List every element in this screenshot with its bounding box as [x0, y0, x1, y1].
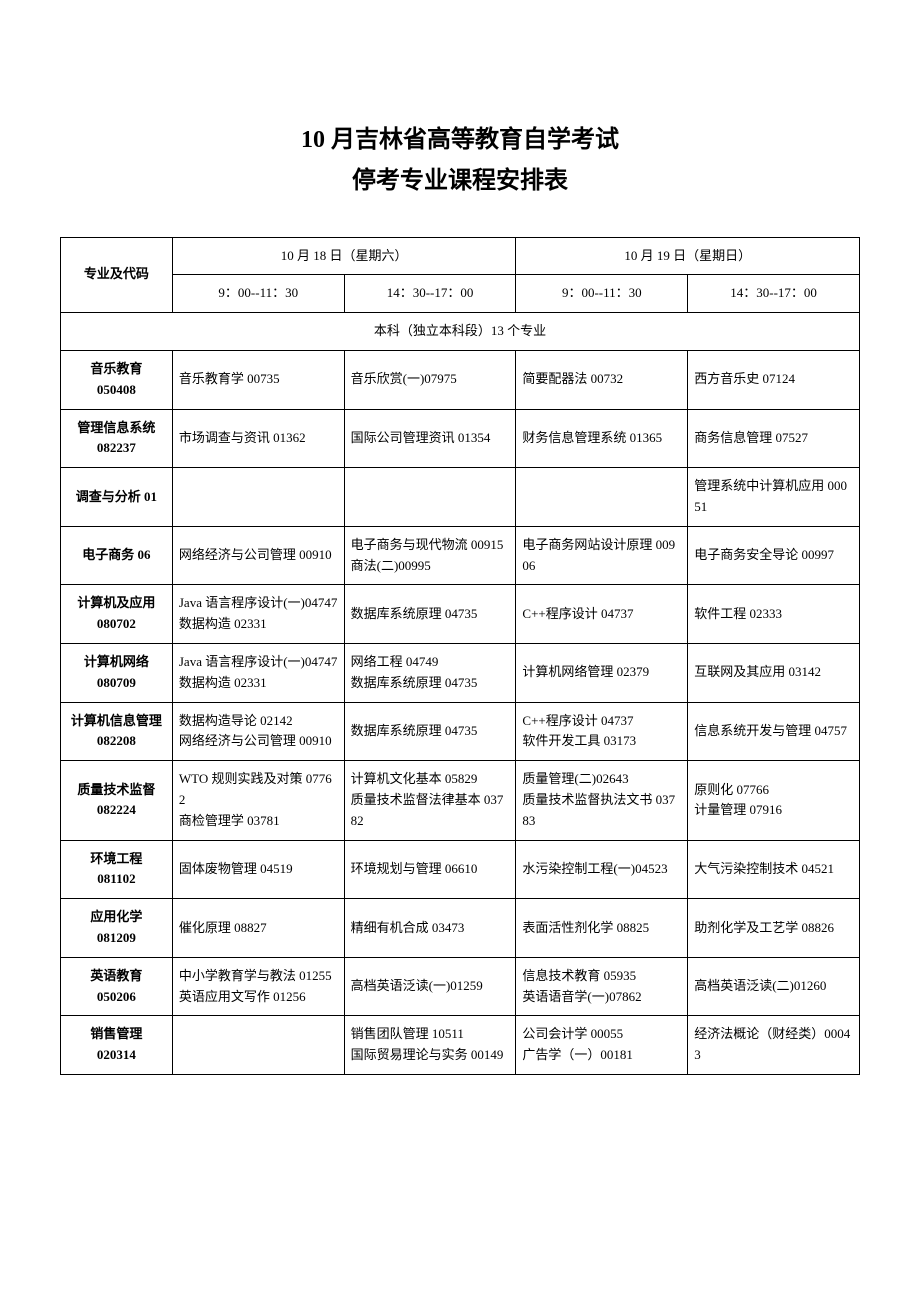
course-cell: 电子商务网站设计原理 00906: [516, 526, 688, 585]
course-cell: 催化原理 08827: [172, 899, 344, 958]
title-line-2: 停考专业课程安排表: [60, 161, 860, 202]
table-row: 电子商务 06网络经济与公司管理 00910电子商务与现代物流 00915商法(…: [61, 526, 860, 585]
course-cell: [344, 468, 516, 527]
course-cell: 助剂化学及工艺学 08826: [688, 899, 860, 958]
title-block: 10 月吉林省高等教育自学考试 停考专业课程安排表: [60, 120, 860, 202]
course-cell: [516, 468, 688, 527]
course-cell: 数据构造导论 02142网络经济与公司管理 00910: [172, 702, 344, 761]
course-cell: 网络工程 04749数据库系统原理 04735: [344, 643, 516, 702]
course-cell: [172, 468, 344, 527]
course-cell: C++程序设计 04737软件开发工具 03173: [516, 702, 688, 761]
course-cell: 计算机网络管理 02379: [516, 643, 688, 702]
course-cell: 经济法概论（财经类）00043: [688, 1016, 860, 1075]
course-cell: 简要配器法 00732: [516, 350, 688, 409]
course-cell: 数据库系统原理 04735: [344, 585, 516, 644]
course-cell: 音乐教育学 00735: [172, 350, 344, 409]
course-cell: 信息系统开发与管理 04757: [688, 702, 860, 761]
section-header: 本科（独立本科段）13 个专业: [61, 313, 860, 351]
table-row: 音乐教育050408音乐教育学 00735音乐欣赏(一)07975简要配器法 0…: [61, 350, 860, 409]
course-cell: 音乐欣赏(一)07975: [344, 350, 516, 409]
course-cell: 国际公司管理资讯 01354: [344, 409, 516, 468]
course-cell: 网络经济与公司管理 00910: [172, 526, 344, 585]
course-cell: [172, 1016, 344, 1075]
course-cell: C++程序设计 04737: [516, 585, 688, 644]
course-cell: 计算机文化基本 05829质量技术监督法律基本 03782: [344, 761, 516, 840]
header-major: 专业及代码: [61, 237, 173, 313]
course-cell: 电子商务安全导论 00997: [688, 526, 860, 585]
major-cell: 计算机网络080709: [61, 643, 173, 702]
course-cell: 电子商务与现代物流 00915商法(二)00995: [344, 526, 516, 585]
major-cell: 计算机信息管理 082208: [61, 702, 173, 761]
course-cell: 财务信息管理系统 01365: [516, 409, 688, 468]
header-date-1: 10 月 18 日（星期六）: [172, 237, 516, 275]
major-cell: 调查与分析 01: [61, 468, 173, 527]
table-row: 英语教育050206中小学教育学与教法 01255英语应用文写作 01256高档…: [61, 957, 860, 1016]
major-cell: 质量技术监督082224: [61, 761, 173, 840]
course-cell: 固体废物管理 04519: [172, 840, 344, 899]
course-cell: 商务信息管理 07527: [688, 409, 860, 468]
course-cell: 高档英语泛读(二)01260: [688, 957, 860, 1016]
course-cell: 中小学教育学与教法 01255英语应用文写作 01256: [172, 957, 344, 1016]
course-cell: 数据库系统原理 04735: [344, 702, 516, 761]
table-row: 质量技术监督082224WTO 规则实践及对策 07762商检管理学 03781…: [61, 761, 860, 840]
major-cell: 电子商务 06: [61, 526, 173, 585]
table-row: 计算机网络080709Java 语言程序设计(一)04747数据构造 02331…: [61, 643, 860, 702]
major-cell: 管理信息系统082237: [61, 409, 173, 468]
table-row: 调查与分析 01 管理系统中计算机应用 00051: [61, 468, 860, 527]
course-cell: 精细有机合成 03473: [344, 899, 516, 958]
course-cell: 互联网及其应用 03142: [688, 643, 860, 702]
table-row: 管理信息系统082237市场调查与资讯 01362国际公司管理资讯 01354财…: [61, 409, 860, 468]
title-line-1: 10 月吉林省高等教育自学考试: [60, 120, 860, 161]
major-cell: 应用化学081209: [61, 899, 173, 958]
course-cell: Java 语言程序设计(一)04747数据构造 02331: [172, 585, 344, 644]
course-cell: 管理系统中计算机应用 00051: [688, 468, 860, 527]
table-row: 计算机及应用080702Java 语言程序设计(一)04747数据构造 0233…: [61, 585, 860, 644]
header-time-1: 9：00--11：30: [172, 275, 344, 313]
header-time-2: 14：30--17：00: [344, 275, 516, 313]
course-cell: Java 语言程序设计(一)04747数据构造 02331: [172, 643, 344, 702]
course-cell: 西方音乐史 07124: [688, 350, 860, 409]
table-row: 应用化学081209催化原理 08827精细有机合成 03473表面活性剂化学 …: [61, 899, 860, 958]
course-cell: 软件工程 02333: [688, 585, 860, 644]
course-cell: 大气污染控制技术 04521: [688, 840, 860, 899]
header-row-1: 专业及代码 10 月 18 日（星期六） 10 月 19 日（星期日）: [61, 237, 860, 275]
course-cell: 市场调查与资讯 01362: [172, 409, 344, 468]
header-time-3: 9：00--11：30: [516, 275, 688, 313]
course-cell: 水污染控制工程(一)04523: [516, 840, 688, 899]
major-cell: 英语教育050206: [61, 957, 173, 1016]
section-header-row: 本科（独立本科段）13 个专业: [61, 313, 860, 351]
header-row-2: 9：00--11：30 14：30--17：00 9：00--11：30 14：…: [61, 275, 860, 313]
header-time-4: 14：30--17：00: [688, 275, 860, 313]
schedule-table: 专业及代码 10 月 18 日（星期六） 10 月 19 日（星期日） 9：00…: [60, 237, 860, 1075]
course-cell: 销售团队管理 10511国际贸易理论与实务 00149: [344, 1016, 516, 1075]
course-cell: 原则化 07766计量管理 07916: [688, 761, 860, 840]
major-cell: 音乐教育050408: [61, 350, 173, 409]
header-date-2: 10 月 19 日（星期日）: [516, 237, 860, 275]
course-cell: 环境规划与管理 06610: [344, 840, 516, 899]
major-cell: 环境工程081102: [61, 840, 173, 899]
table-row: 环境工程081102固体废物管理 04519环境规划与管理 06610水污染控制…: [61, 840, 860, 899]
course-cell: 公司会计学 00055广告学（一）00181: [516, 1016, 688, 1075]
course-cell: 信息技术教育 05935英语语音学(一)07862: [516, 957, 688, 1016]
table-row: 计算机信息管理 082208数据构造导论 02142网络经济与公司管理 0091…: [61, 702, 860, 761]
course-cell: 表面活性剂化学 08825: [516, 899, 688, 958]
table-row: 销售管理020314 销售团队管理 10511国际贸易理论与实务 00149公司会…: [61, 1016, 860, 1075]
course-cell: 质量管理(二)02643质量技术监督执法文书 03783: [516, 761, 688, 840]
major-cell: 销售管理020314: [61, 1016, 173, 1075]
major-cell: 计算机及应用080702: [61, 585, 173, 644]
course-cell: WTO 规则实践及对策 07762商检管理学 03781: [172, 761, 344, 840]
course-cell: 高档英语泛读(一)01259: [344, 957, 516, 1016]
